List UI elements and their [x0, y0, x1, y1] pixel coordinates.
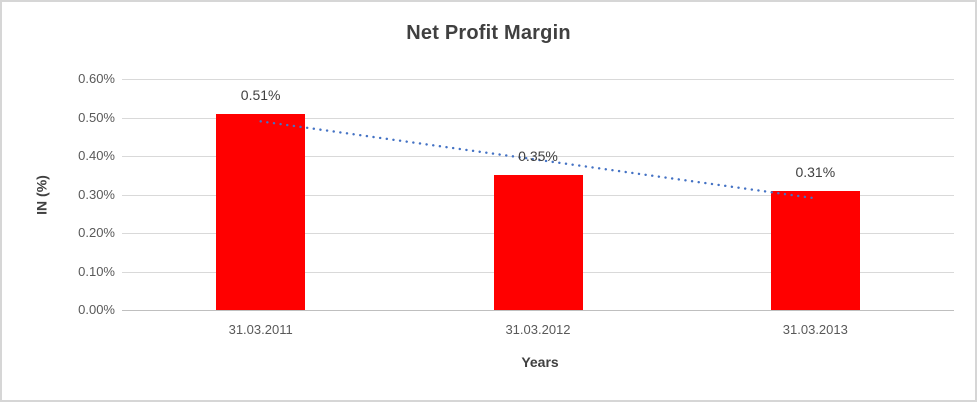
bar-31.03.2011 [216, 113, 306, 310]
bar-data-label: 0.35% [518, 148, 558, 165]
bar-31.03.2013 [770, 190, 860, 310]
y-tick-label: 0.60% [78, 71, 115, 86]
y-tick-label: 0.50% [78, 109, 115, 125]
x-axis-line [122, 310, 954, 311]
y-axis-title: IN (%) [33, 175, 50, 215]
chart-title: Net Profit Margin [406, 22, 571, 44]
bar-31.03.2012 [493, 175, 583, 310]
y-tick-label: 0.30% [78, 186, 115, 202]
y-tick-label: 0.00% [78, 302, 115, 317]
bar-data-label: 0.51% [240, 86, 281, 103]
x-tick-label: 31.03.2011 [228, 322, 293, 337]
y-tick-label: 0.40% [78, 148, 115, 163]
y-tick-label: 0.20% [78, 225, 115, 240]
y-tick-label: 0.10% [78, 263, 115, 279]
x-tick-label: 31.03.2012 [505, 322, 571, 337]
x-axis-title: Years [521, 354, 559, 370]
x-tick-label: 31.03.2013 [782, 322, 848, 337]
bar-data-label: 0.31% [795, 163, 836, 180]
gridline [122, 117, 954, 119]
gridline [122, 79, 954, 80]
